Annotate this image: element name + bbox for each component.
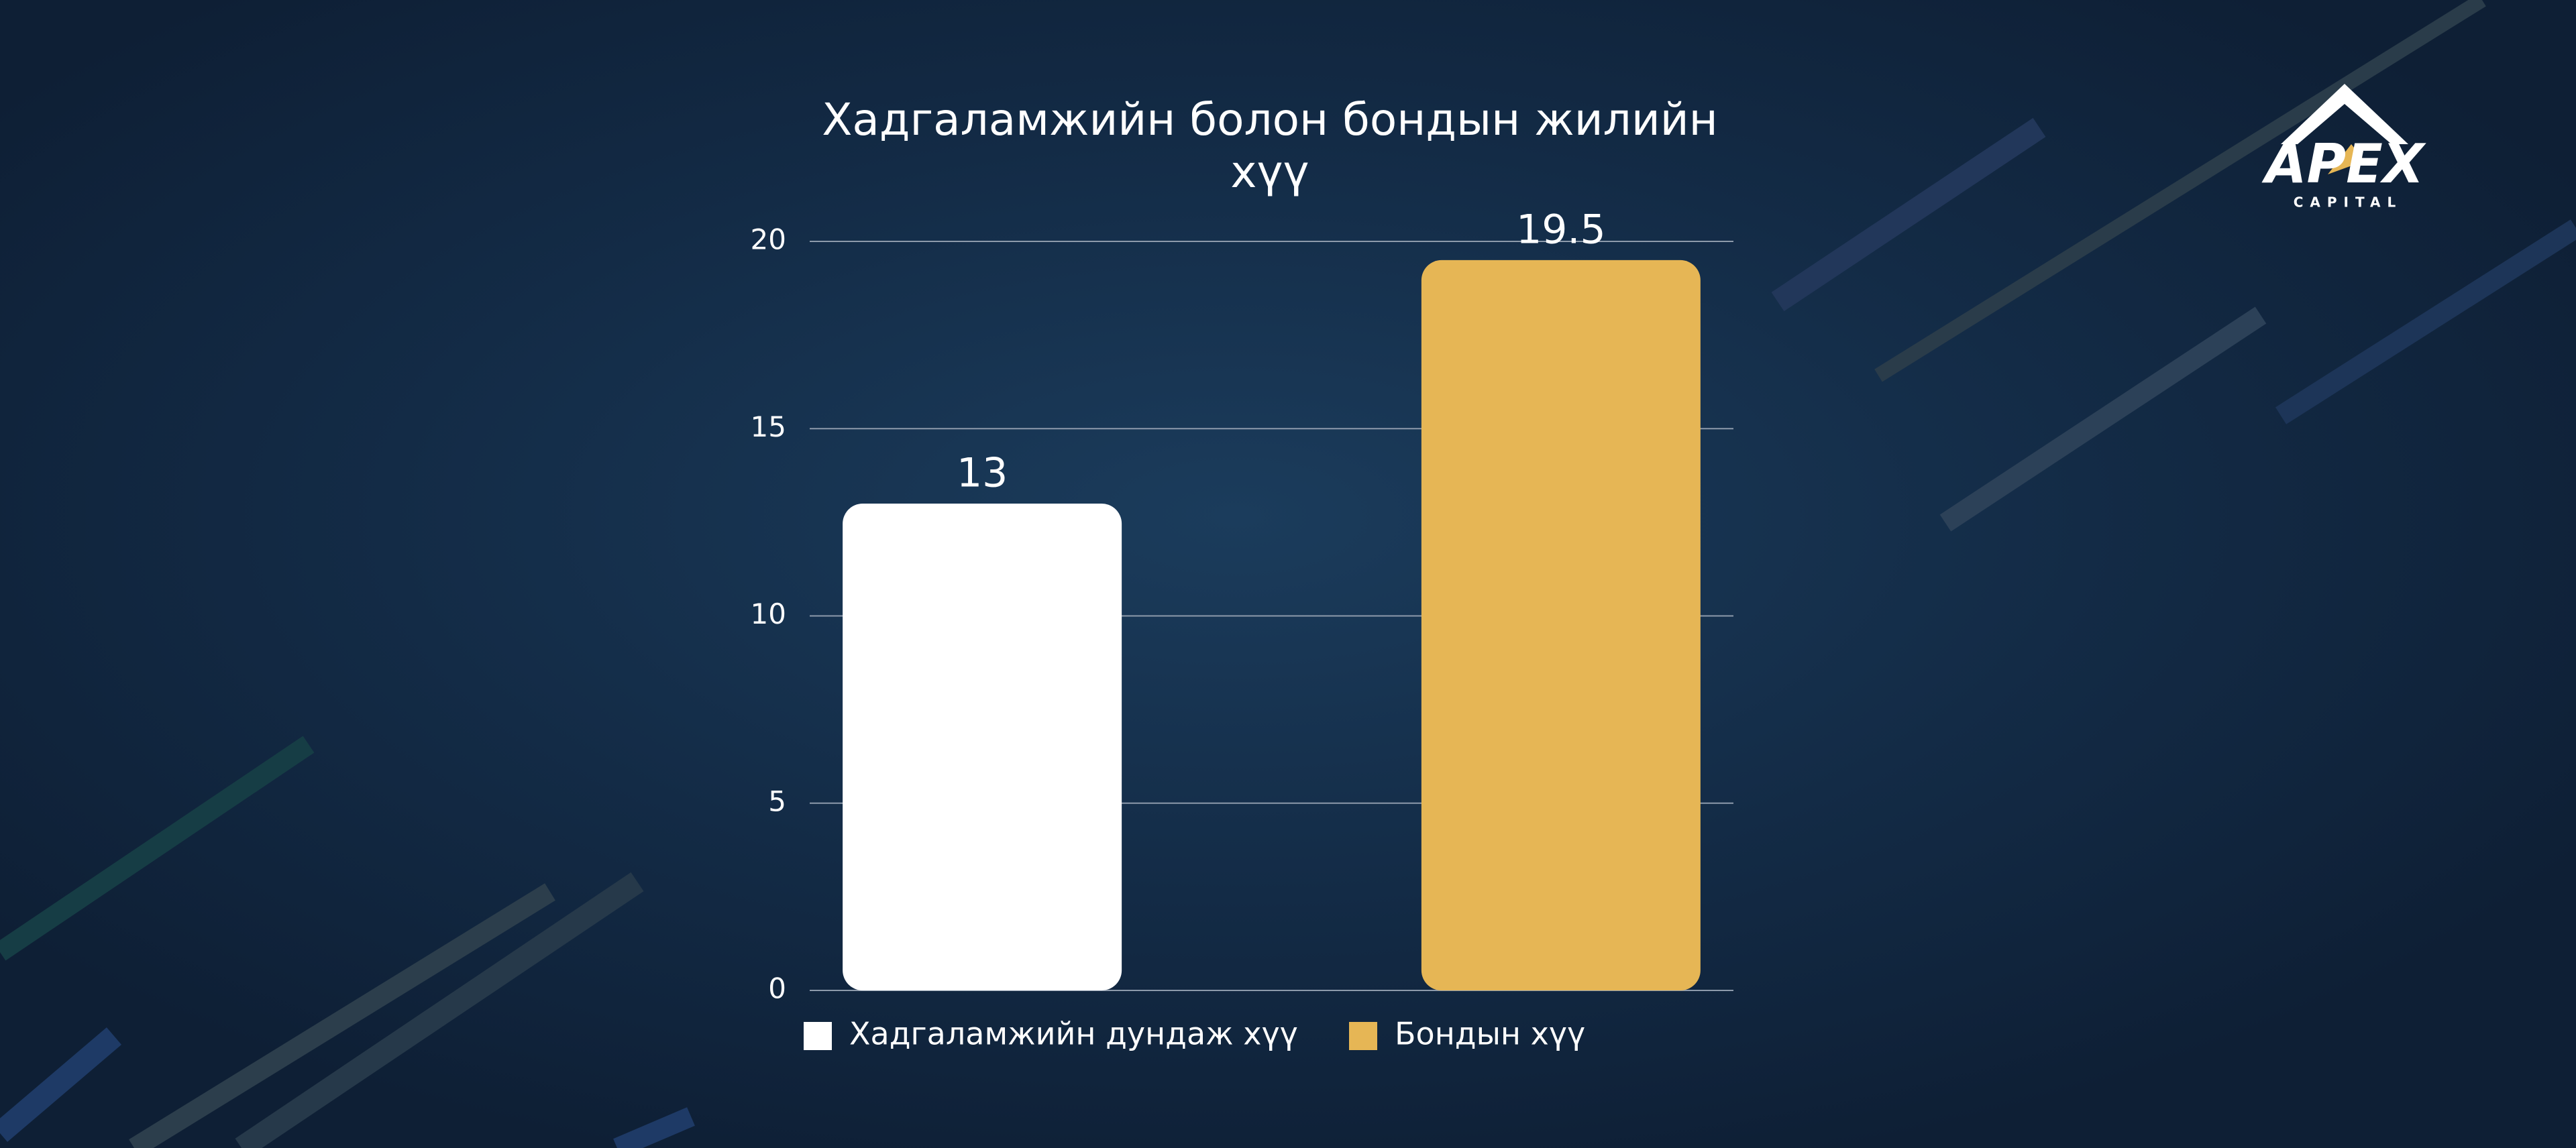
logo-name: APEX <box>2261 133 2426 195</box>
stripe <box>129 883 555 1148</box>
y-tick-label: 0 <box>768 972 786 1005</box>
stripe <box>1771 117 2046 312</box>
logo-subtitle: CAPITAL <box>2294 194 2403 211</box>
legend-label: Бондын хүү <box>1395 1016 1585 1052</box>
logo: APEX CAPITAL <box>2261 84 2426 211</box>
bar <box>1421 260 1701 990</box>
legend-label: Хадгаламжийн дундаж хүү <box>849 1016 1298 1052</box>
y-tick-label: 20 <box>751 223 786 256</box>
stripe <box>2275 219 2576 424</box>
y-tick-label: 10 <box>751 597 786 630</box>
stripe <box>0 736 315 961</box>
legend-swatch <box>804 1022 832 1050</box>
stripe <box>1874 0 2486 382</box>
chart-title: Хадгаламжийн болон бондын жилийн хүү <box>822 94 1718 198</box>
logo-mark <box>2328 144 2365 174</box>
stripe <box>0 1027 122 1142</box>
bar <box>843 503 1122 990</box>
data-label: 19.5 <box>1516 207 1606 253</box>
y-tick-label: 15 <box>751 410 786 443</box>
stripe <box>613 1107 695 1148</box>
stripe <box>235 872 644 1148</box>
logo-mark <box>2281 84 2408 144</box>
y-tick-label: 5 <box>768 785 786 817</box>
data-label: 13 <box>957 450 1008 497</box>
stripe <box>1939 306 2267 532</box>
legend-swatch <box>1349 1022 1377 1050</box>
